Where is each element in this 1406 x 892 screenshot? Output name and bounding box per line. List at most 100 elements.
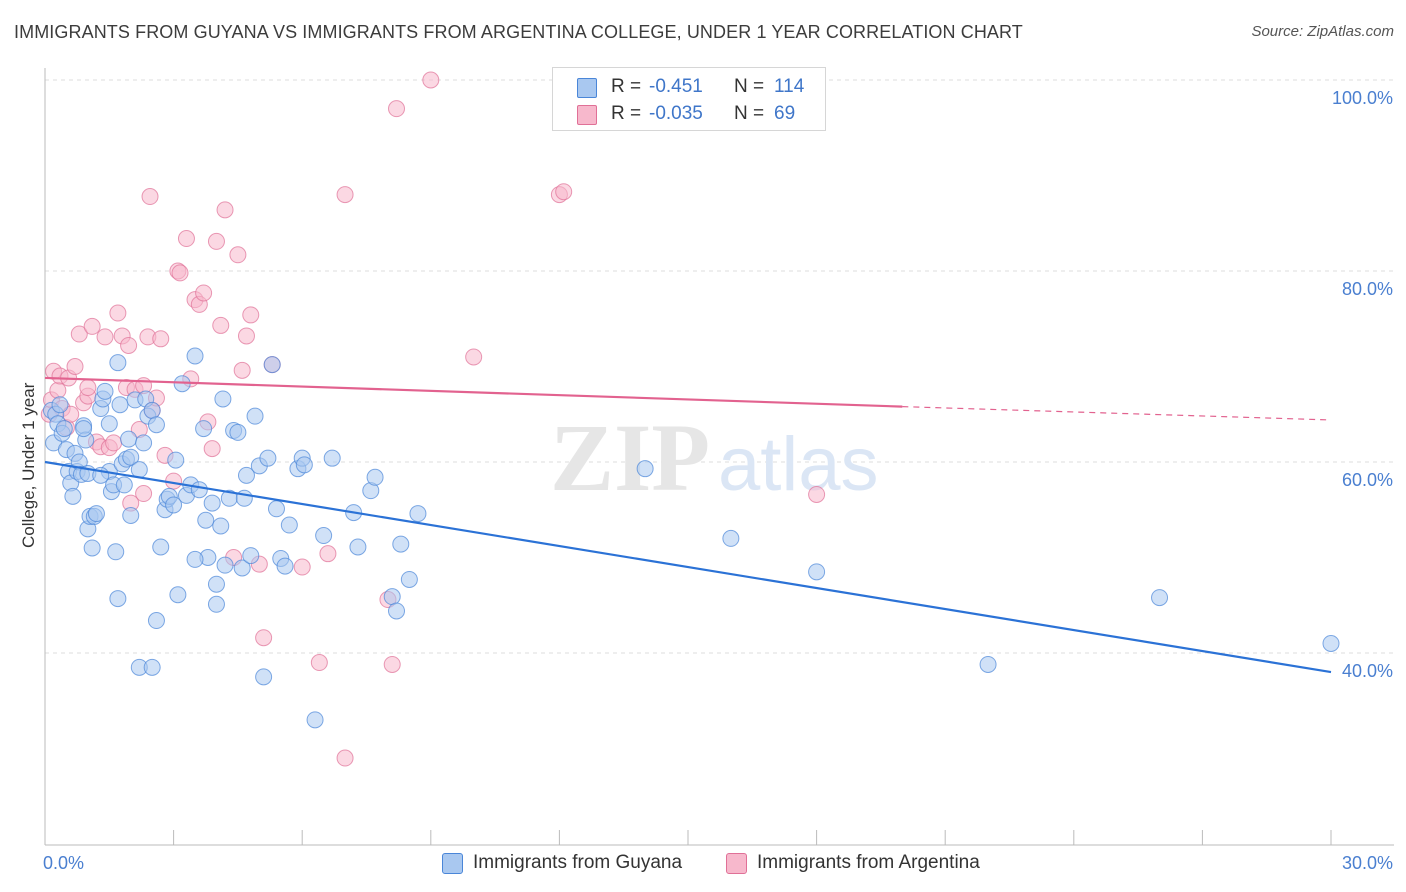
guyana-point [388,602,406,620]
guyana-point [263,356,281,374]
argentina-point [109,304,127,322]
guyana-point [808,563,826,581]
guyana-point [167,451,185,469]
argentina-point [233,361,251,379]
guyana-point [197,511,215,529]
guyana-point [979,655,997,673]
guyana-point [96,382,114,400]
guyana-point [1151,589,1169,607]
guyana-point [267,500,285,518]
bottom-legend-label-argentina: Immigrants from Argentina [757,852,980,873]
y-tick-labels: 100.0% 80.0% 60.0% 40.0% [1332,88,1393,681]
argentina-point [319,545,337,563]
guyana-point [109,354,127,372]
argentina-point [203,440,221,458]
argentina-point [83,317,101,335]
argentina-point [141,188,159,206]
axes [44,68,1394,846]
guyana-point [143,658,161,676]
y-tick-label: 40.0% [1342,661,1393,681]
argentina-point [96,328,114,346]
guyana-point [259,449,277,467]
guyana-point [233,559,251,577]
guyana-point [190,481,208,499]
guyana-point [383,588,401,606]
argentina-point [808,485,826,503]
correlation-legend: R = -0.451 N = 114 R = -0.035 N = 69 [552,67,826,131]
guyana-point [295,456,313,474]
argentina-point [177,230,195,248]
watermark-zip: ZIP [550,404,710,511]
legend-n-value: 69 [774,103,796,124]
bottom-legend-swatch-guyana [442,853,463,874]
guyana-point [147,612,165,630]
argentina-point [207,232,225,250]
guyana-point [120,430,138,448]
guyana-point [207,575,225,593]
guyana-point [323,449,341,467]
guyana-point [135,434,153,452]
argentina-point [195,284,213,302]
guyana-point [122,506,140,524]
argentina-point [79,379,97,397]
guyana-point [246,407,264,425]
argentina-point [336,749,354,767]
argentina-point [212,316,230,334]
guyana-point [400,570,418,588]
guyana-point [195,420,213,438]
argentina-point [242,306,260,324]
y-tick-label: 60.0% [1342,470,1393,490]
trend-line-argentina-extension [902,406,1332,421]
argentina-point [171,264,189,282]
argentina-point [422,71,440,89]
argentina-point [465,348,483,366]
guyana-point [242,547,260,565]
guyana-point [55,420,73,438]
legend-swatch-guyana [577,78,597,98]
guyana-point [203,494,221,512]
x-tick-labels: 0.0% 30.0% [43,853,1393,873]
y-axis-label: College, Under 1 year [19,382,38,548]
legend-n-label: N = [734,103,765,124]
guyana-point [186,347,204,365]
guyana-point [276,557,294,575]
legend-r-label: R = [611,76,642,97]
guyana-point [111,396,129,414]
y-tick-label: 100.0% [1332,88,1393,108]
argentina-point [383,655,401,673]
guyana-point [165,496,183,514]
argentina-point [49,381,67,399]
argentina-point [555,183,573,201]
guyana-point [83,539,101,557]
guyana-point [169,586,187,604]
guyana-point [237,466,255,484]
guyana-point [207,595,225,613]
guyana-point [409,505,427,523]
guyana-point [366,468,384,486]
guyana-point [107,543,125,561]
guyana-point [1322,634,1340,652]
source-credit: Source: ZipAtlas.com [1251,23,1394,40]
y-tick-label: 80.0% [1342,279,1393,299]
x-tick-label: 0.0% [43,853,84,873]
argentina-point [229,246,247,264]
series-guyana-points [42,347,1340,729]
guyana-point [147,416,165,434]
argentina-point [152,330,170,348]
guyana-point [186,550,204,568]
guyana-point [636,460,654,478]
bottom-legend-label-guyana: Immigrants from Guyana [473,852,683,873]
watermark-atlas: atlas [718,422,879,507]
argentina-point [66,358,84,375]
argentina-point [105,434,123,452]
guyana-point [216,556,234,574]
argentina-point [293,558,311,576]
guyana-point [130,461,148,479]
guyana-point [722,529,740,547]
x-tick-label: 30.0% [1342,853,1393,873]
guyana-point [255,668,273,686]
guyana-point [280,516,298,534]
argentina-point [336,186,354,204]
argentina-point [255,629,273,647]
guyana-point [51,396,69,414]
